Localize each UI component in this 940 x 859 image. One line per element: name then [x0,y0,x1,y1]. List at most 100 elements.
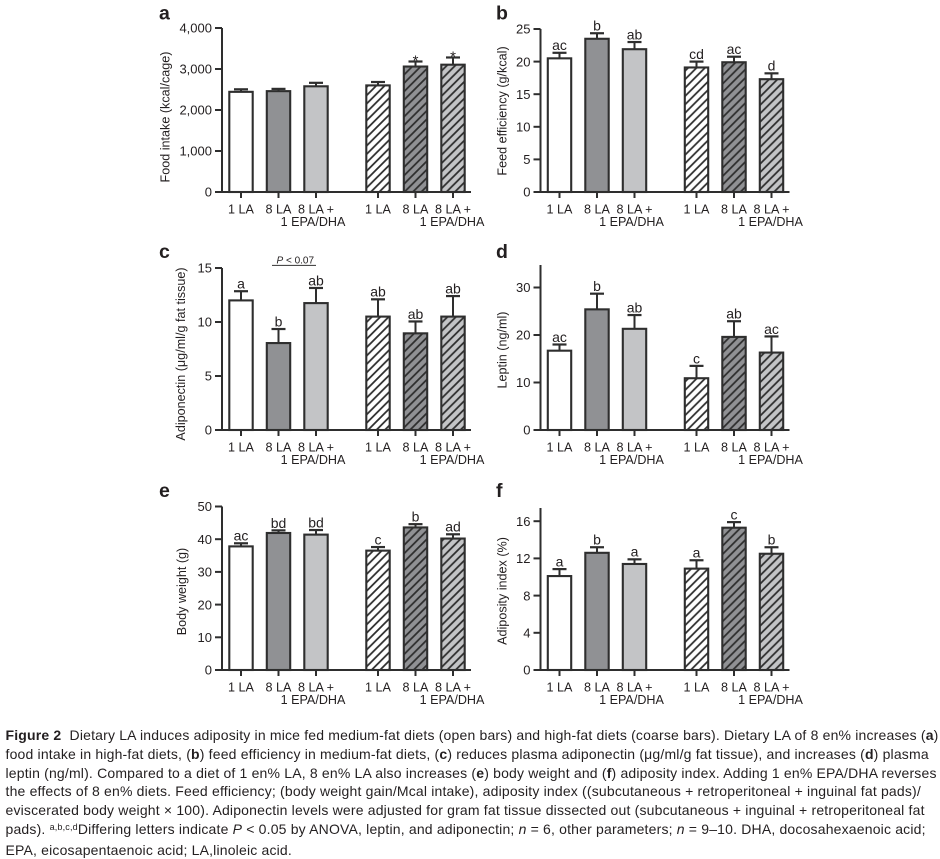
svg-text:f: f [496,480,503,502]
svg-text:1 LA: 1 LA [228,441,255,455]
svg-text:a: a [693,545,701,561]
svg-text:b: b [412,509,420,525]
svg-text:1,000: 1,000 [179,144,212,159]
svg-text:a: a [159,3,170,25]
svg-text:*: * [413,53,419,70]
svg-text:b: b [593,532,601,548]
svg-text:1 LA: 1 LA [547,441,574,455]
svg-text:20: 20 [516,54,530,69]
svg-text:ac: ac [552,37,567,53]
svg-text:ac: ac [727,41,742,57]
svg-text:4: 4 [523,626,530,641]
svg-text:Feed efficiency (g/kcal): Feed efficiency (g/kcal) [496,46,510,175]
svg-text:30: 30 [198,565,212,580]
svg-text:ab: ab [627,299,643,315]
svg-text:12: 12 [516,551,530,566]
svg-text:bd: bd [308,514,324,530]
svg-text:ad: ad [445,519,461,535]
svg-text:1 EPA/DHA: 1 EPA/DHA [281,693,346,707]
svg-text:1 LA: 1 LA [365,203,392,217]
svg-text:8 LA: 8 LA [721,681,748,695]
svg-text:cd: cd [689,46,704,62]
svg-text:2,000: 2,000 [179,103,212,118]
svg-text:d: d [768,58,776,74]
svg-text:8 LA +: 8 LA + [616,203,652,217]
svg-text:8 LA: 8 LA [403,203,430,217]
svg-text:b: b [496,3,508,25]
svg-text:1 EPA/DHA: 1 EPA/DHA [738,693,803,707]
svg-text:c: c [731,507,738,523]
svg-text:8 LA +: 8 LA + [298,203,334,217]
svg-text:1 LA: 1 LA [547,203,574,217]
svg-text:b: b [768,532,776,548]
svg-text:8 LA: 8 LA [403,441,430,455]
svg-text:*: * [450,48,456,65]
svg-text:Adiponectin (μg/ml/g fat tissu: Adiponectin (μg/ml/g fat tissue) [174,267,188,440]
svg-text:0: 0 [523,423,530,438]
svg-text:10: 10 [516,375,530,390]
svg-text:1 LA: 1 LA [684,203,711,217]
svg-text:Body weight (g): Body weight (g) [175,548,189,636]
svg-text:50: 50 [198,499,212,514]
svg-text:Leptin (ng/ml): Leptin (ng/ml) [496,312,510,389]
svg-text:ab: ab [308,272,324,288]
svg-text:8 LA: 8 LA [403,681,430,695]
svg-text:ab: ab [627,26,643,42]
svg-text:1 EPA/DHA: 1 EPA/DHA [420,693,485,707]
svg-text:20: 20 [516,328,530,343]
svg-text:8 LA +: 8 LA + [298,441,334,455]
svg-text:10: 10 [516,120,530,135]
svg-text:1 EPA/DHA: 1 EPA/DHA [420,215,485,229]
svg-text:8 LA +: 8 LA + [435,681,471,695]
svg-text:ab: ab [408,306,424,322]
svg-text:0: 0 [523,663,530,678]
svg-text:16: 16 [516,514,530,529]
svg-text:1 EPA/DHA: 1 EPA/DHA [599,215,664,229]
svg-text:8 LA: 8 LA [721,203,748,217]
svg-text:ab: ab [726,306,742,322]
svg-text:1 EPA/DHA: 1 EPA/DHA [599,693,664,707]
svg-text:8 LA +: 8 LA + [298,681,334,695]
svg-text:20: 20 [198,597,212,612]
svg-text:8 LA: 8 LA [266,203,293,217]
svg-text:8 LA: 8 LA [584,203,611,217]
svg-text:ab: ab [445,280,461,296]
svg-text:ac: ac [764,321,779,337]
svg-text:8 LA +: 8 LA + [753,441,789,455]
svg-text:d: d [496,241,508,263]
svg-text:1 EPA/DHA: 1 EPA/DHA [281,215,346,229]
svg-text:Adiposity index (%): Adiposity index (%) [496,537,510,645]
svg-text:bd: bd [271,515,287,531]
svg-text:1 LA: 1 LA [365,441,392,455]
svg-text:4,000: 4,000 [179,21,212,36]
svg-text:b: b [593,278,601,294]
svg-text:1 LA: 1 LA [365,681,392,695]
svg-text:8 LA: 8 LA [584,681,611,695]
svg-text:8 LA +: 8 LA + [753,681,789,695]
svg-text:0: 0 [205,663,212,678]
svg-text:b: b [593,18,601,34]
svg-text:ac: ac [234,528,249,544]
svg-text:e: e [159,480,170,502]
svg-text:0: 0 [523,185,530,200]
svg-text:c: c [693,350,700,366]
svg-text:8 LA +: 8 LA + [435,203,471,217]
svg-text:8: 8 [523,588,530,603]
svg-text:8 LA +: 8 LA + [753,203,789,217]
svg-text:ac: ac [552,329,567,345]
svg-text:1 EPA/DHA: 1 EPA/DHA [738,453,803,467]
svg-text:25: 25 [516,22,530,37]
svg-text:c: c [159,241,170,263]
svg-text:ab: ab [370,284,386,300]
svg-text:a: a [556,554,564,570]
svg-text:1 EPA/DHA: 1 EPA/DHA [281,453,346,467]
svg-text:15: 15 [516,87,530,102]
svg-text:1 LA: 1 LA [684,441,711,455]
svg-text:1 EPA/DHA: 1 EPA/DHA [738,215,803,229]
svg-text:8 LA: 8 LA [584,441,611,455]
svg-text:15: 15 [198,261,212,276]
svg-text:8 LA: 8 LA [266,441,293,455]
svg-text:8 LA +: 8 LA + [616,681,652,695]
svg-text:40: 40 [198,532,212,547]
svg-text:10: 10 [198,630,212,645]
